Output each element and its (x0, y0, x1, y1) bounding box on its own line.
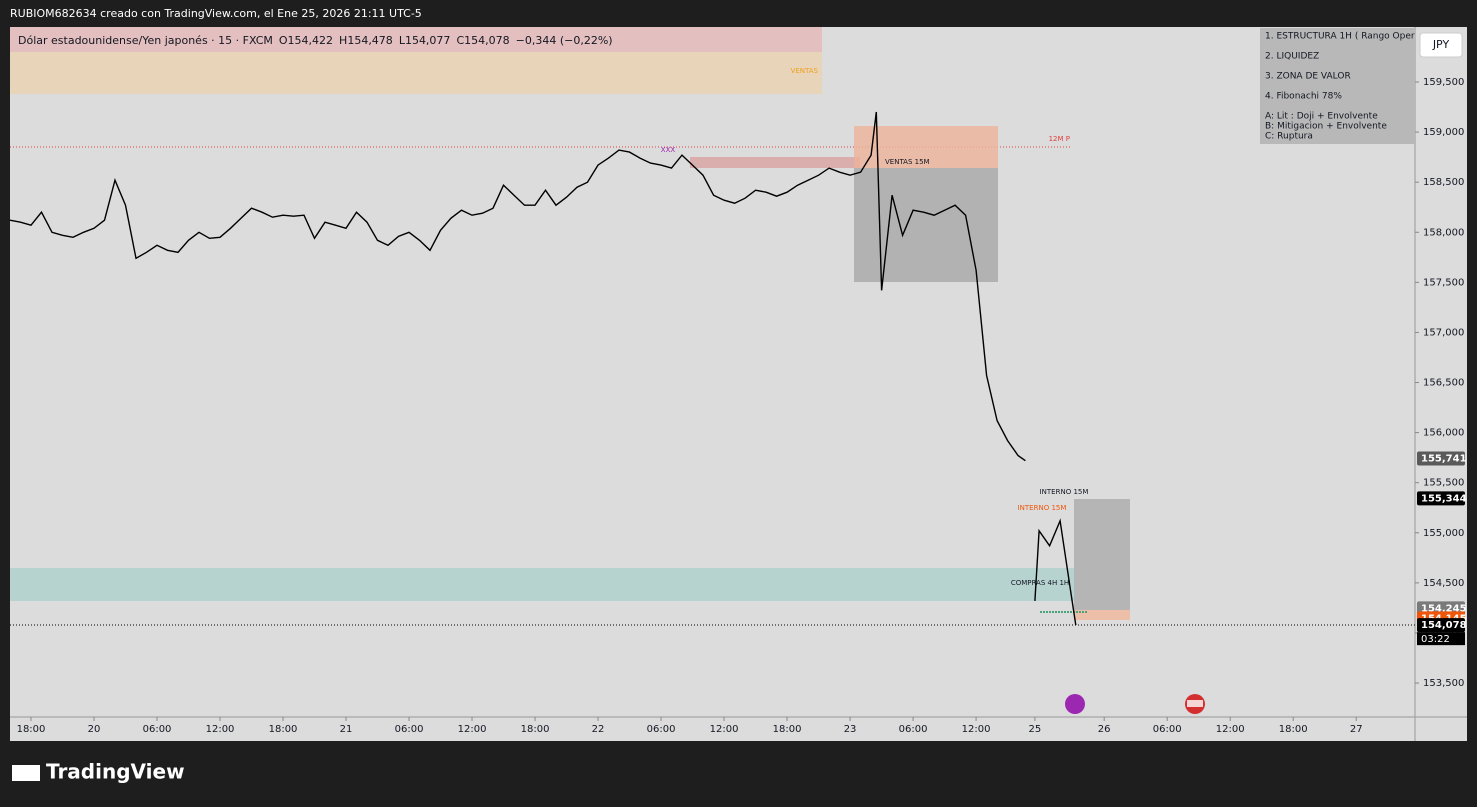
price-label: 155,741 (1421, 454, 1467, 465)
x-tick-label: 18:00 (269, 724, 298, 735)
y-tick-label: 159,500 (1423, 77, 1464, 88)
x-tick-label: 18:00 (17, 724, 46, 735)
x-tick-label: 23 (844, 724, 857, 735)
x-tick-label: 27 (1350, 724, 1363, 735)
legend: Dólar estadounidense/Yen japonés · 15 · … (18, 34, 613, 47)
y-tick-label: 156,000 (1423, 428, 1464, 439)
x-tick-label: 18:00 (1279, 724, 1308, 735)
y-tick-label: 157,500 (1423, 277, 1464, 288)
countdown-box (1417, 632, 1465, 646)
credit: RUBIOM682634 creado con TradingView.com,… (10, 7, 422, 20)
y-tick-label: 158,000 (1423, 227, 1464, 238)
x-tick-label: 18:00 (773, 724, 802, 735)
y-tick-label: 159,000 (1423, 127, 1464, 138)
note: 1. ESTRUCTURA 1H ( Rango Oper (1265, 32, 1415, 42)
note: A: Lit : Doji + Envolvente (1265, 112, 1378, 122)
note: 3. ZONA DE VALOR (1265, 72, 1351, 82)
countdown: 03:22 (1421, 634, 1450, 645)
zone (1074, 499, 1130, 610)
legend-stat: −0,344 (−0,22%) (516, 34, 613, 47)
price-label-box (1417, 451, 1465, 466)
notes: 1. ESTRUCTURA 1H ( Rango Oper 2. LIQUIDEZ… (1265, 32, 1415, 142)
annotation: COMPRAS 4H 1H (1011, 579, 1069, 587)
event-icon[interactable] (1065, 694, 1085, 714)
x-tick-label: 12:00 (962, 724, 991, 735)
legend-stat: O154,422 (279, 34, 333, 47)
zone (854, 168, 998, 282)
currency-label[interactable]: JPY (1432, 38, 1450, 51)
zone (1074, 610, 1130, 620)
price-line (9, 111, 1077, 626)
note: 4. Fibonachi 78% (1265, 92, 1342, 102)
x-tick-label: 06:00 (395, 724, 424, 735)
currency-button[interactable] (1419, 32, 1463, 58)
x-tick-label: 06:00 (899, 724, 928, 735)
x-tick-label: 12:00 (710, 724, 739, 735)
zone (10, 52, 822, 94)
y-tick-label: 156,500 (1423, 378, 1464, 389)
note: 2. LIQUIDEZ (1265, 52, 1319, 62)
y-tick-label: 155,500 (1423, 478, 1464, 489)
legend-stat: L154,077 (399, 34, 451, 47)
legend-stat: H154,478 (339, 34, 393, 47)
plot-area (10, 27, 1467, 741)
annotation: VENTAS 15M (885, 158, 930, 166)
y-tick-label: 158,500 (1423, 177, 1464, 188)
x-tick-label: 12:00 (206, 724, 235, 735)
flag (1187, 700, 1203, 707)
y-tick-label: 154,500 (1423, 578, 1464, 589)
x-tick-label: 12:00 (458, 724, 487, 735)
price-label: 154,078 (1421, 620, 1467, 631)
price-label: 154,245 (1421, 603, 1467, 614)
annotation: 12M P (1049, 135, 1070, 143)
x-tick-label: 06:00 (647, 724, 676, 735)
legend-stat: C154,078 (456, 34, 509, 47)
legend-name: Dólar estadounidense/Yen japonés · 15 · … (18, 34, 273, 47)
y-tick-label: 153,500 (1423, 678, 1464, 689)
annotation: INTERNO 15M (1018, 504, 1067, 512)
annotation: VENTAS (791, 67, 819, 75)
note: C: Ruptura (1265, 132, 1313, 142)
zone (10, 27, 822, 52)
price-label-box (1417, 491, 1465, 506)
zone (690, 157, 860, 168)
logo-mark (12, 765, 40, 781)
logo: TradingView (46, 760, 185, 784)
notes-panel (1260, 28, 1415, 144)
x-tick-label: 06:00 (143, 724, 172, 735)
x-tick-label: 06:00 (1153, 724, 1182, 735)
marks (9, 111, 1077, 626)
x-tick-label: 25 (1029, 724, 1042, 735)
zone (10, 568, 1075, 601)
y-tick-label: 157,000 (1423, 327, 1464, 338)
x-tick-label: 12:00 (1216, 724, 1245, 735)
x-tick-label: 22 (592, 724, 605, 735)
annotation: INTERNO 15M (1040, 488, 1089, 496)
x-tick-label: 20 (88, 724, 101, 735)
y-tick-label: 155,000 (1423, 528, 1464, 539)
note: B: Mitigacion + Envolvente (1265, 122, 1387, 132)
x-tick-label: 18:00 (521, 724, 550, 735)
price-label: 155,344 (1421, 493, 1467, 504)
x-tick-label: 26 (1098, 724, 1111, 735)
annotation: XXX (661, 146, 676, 154)
x-tick-label: 21 (340, 724, 353, 735)
price-label-box (1417, 618, 1465, 633)
